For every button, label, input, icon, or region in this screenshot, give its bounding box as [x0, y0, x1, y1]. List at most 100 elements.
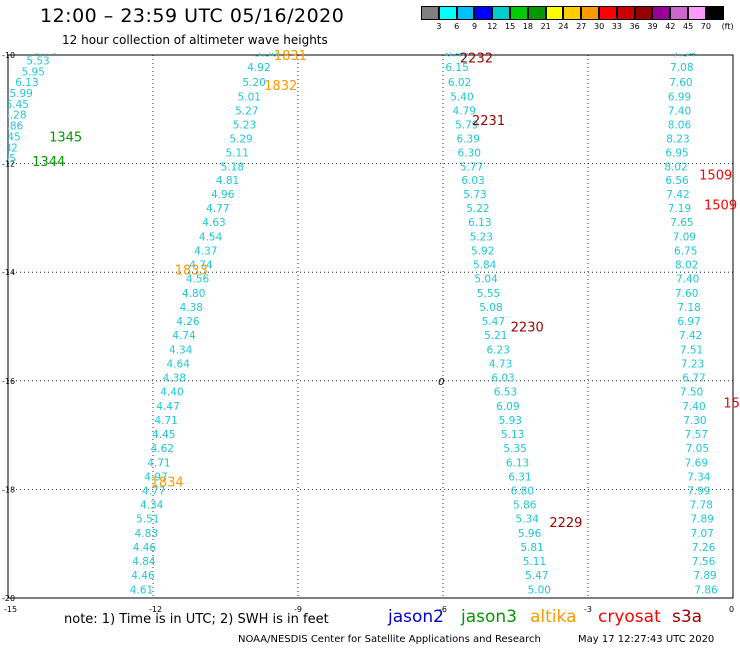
colorbar-cell	[581, 6, 599, 20]
swh-value: 7.40	[682, 401, 705, 413]
swh-value: 4.61	[130, 584, 153, 596]
colorbar-label: 12	[487, 22, 498, 31]
swh-value: 5.79	[455, 120, 478, 132]
pass-time-label: 1509	[699, 168, 732, 183]
swh-value: 5.99	[9, 88, 32, 100]
swh-value: 5.11	[523, 556, 546, 568]
swh-value: 5.85	[0, 153, 16, 165]
swh-value: 7.51	[680, 344, 703, 356]
swh-value: 5.29	[229, 134, 252, 146]
pass-time-label: 150	[723, 397, 740, 412]
swh-value: 7.42	[679, 330, 702, 342]
swh-value: 8.06	[668, 120, 692, 132]
colorbar-label: 36	[629, 22, 640, 31]
swh-value: 6.75	[674, 245, 697, 257]
colorbar-label: 3	[436, 22, 442, 31]
swh-value: 7.40	[668, 105, 691, 117]
swh-value: 5.53	[26, 55, 49, 67]
colorbar-label: 42	[665, 22, 676, 31]
swh-value: 4.83	[135, 528, 158, 540]
colorbar-cell	[563, 6, 582, 20]
swh-value: 4.56	[186, 274, 210, 286]
swh-value: 5.45	[0, 131, 21, 143]
colorbar-label: 15	[505, 22, 516, 31]
pass-time-label: 1832	[264, 79, 297, 94]
swh-value: 7.57	[685, 429, 708, 441]
swh-value: 4.96	[211, 189, 235, 201]
swh-value: 5.86	[513, 500, 537, 512]
pass-time-label: 1345	[49, 130, 82, 145]
swh-value: 7.23	[681, 358, 704, 370]
swh-value: 5.28	[3, 110, 26, 122]
swh-value: 6.15	[445, 62, 468, 74]
swh-value: 4.26	[176, 316, 200, 328]
swh-value: 5.11	[226, 148, 249, 160]
swh-value: 5.55	[477, 288, 500, 300]
x-tick-label: -6	[439, 605, 447, 614]
swh-value: 6.30	[458, 148, 481, 160]
swh-value: 4.54	[199, 231, 223, 243]
swh-value: 5.95	[22, 66, 45, 78]
swh-value: 5.45	[6, 99, 29, 111]
swh-value: 4.64	[167, 358, 191, 370]
swh-value: 5.51	[136, 514, 159, 526]
colorbar-label: 21	[540, 22, 551, 31]
swh-value: 5.82	[0, 142, 18, 154]
swh-value: 8.02	[664, 161, 687, 173]
swh-value: 4.34	[140, 500, 164, 512]
swh-value: 5.81	[520, 542, 543, 554]
swh-value: 5.47	[482, 316, 505, 328]
colorbar-cell	[438, 6, 457, 20]
swh-value: 5.86	[0, 121, 23, 133]
swh-value: 7.89	[693, 570, 716, 582]
swh-value: 7.42	[666, 189, 689, 201]
colorbar-cell	[492, 6, 510, 20]
swh-value: 4.71	[154, 415, 177, 427]
swh-value: 6.39	[457, 134, 480, 146]
generated-timestamp: May 17 12:27:43 UTC 2020	[578, 634, 715, 645]
swh-value: 4.34	[169, 344, 193, 356]
swh-value: 5.73	[463, 189, 486, 201]
swh-value: 7.86	[694, 584, 718, 596]
x-tick-label: -12	[149, 605, 162, 614]
x-tick-label: 0	[729, 605, 734, 614]
colorbar-label: 27	[576, 22, 587, 31]
swh-value: 6.95	[665, 148, 688, 160]
swh-value: 4.79	[453, 105, 476, 117]
swh-value: 7.34	[687, 471, 711, 483]
swh-value: 8.02	[675, 260, 698, 272]
swh-value: 4.47	[156, 401, 179, 413]
swh-value: 7.05	[686, 443, 709, 455]
swh-value: 4.38	[163, 373, 186, 385]
swh-value: 5.40	[450, 91, 473, 103]
map-subtitle: 12 hour collection of altimeter wave hei…	[62, 33, 328, 47]
y-tick-label: -20	[2, 594, 15, 603]
y-tick-label: -10	[2, 51, 15, 60]
swh-value: 7.50	[680, 387, 703, 399]
legend-altika: altika	[530, 607, 577, 627]
colorbar-cell	[545, 6, 564, 20]
swh-value: 5.21	[484, 330, 507, 342]
swh-value: 4.46	[133, 542, 157, 554]
swh-value: 7.99	[687, 485, 710, 497]
swh-value: 7.40	[676, 274, 699, 286]
pass-time-label: 1833	[175, 263, 208, 278]
swh-value: 5.36	[255, 47, 279, 59]
y-tick-label: -12	[2, 160, 15, 169]
swh-value: 4.62	[151, 443, 174, 455]
swh-value: 4.80	[182, 288, 205, 300]
swh-value: 5.96	[518, 528, 542, 540]
swh-value: 4.73	[489, 358, 512, 370]
swh-value: 5.73	[35, 45, 58, 57]
swh-value: 5.13	[501, 429, 524, 441]
swh-value: 4.46	[131, 570, 155, 582]
colorbar-cell	[616, 6, 635, 20]
colorbar-cell	[510, 6, 528, 20]
swh-value: 5.92	[471, 245, 494, 257]
swh-value: 6.77	[682, 373, 705, 385]
swh-value: 5.23	[470, 231, 493, 243]
swh-value: 5.27	[235, 105, 258, 117]
swh-value: 5.08	[479, 302, 502, 314]
swh-value: 4.37	[194, 245, 217, 257]
pass-time-label: 2231	[472, 114, 505, 129]
